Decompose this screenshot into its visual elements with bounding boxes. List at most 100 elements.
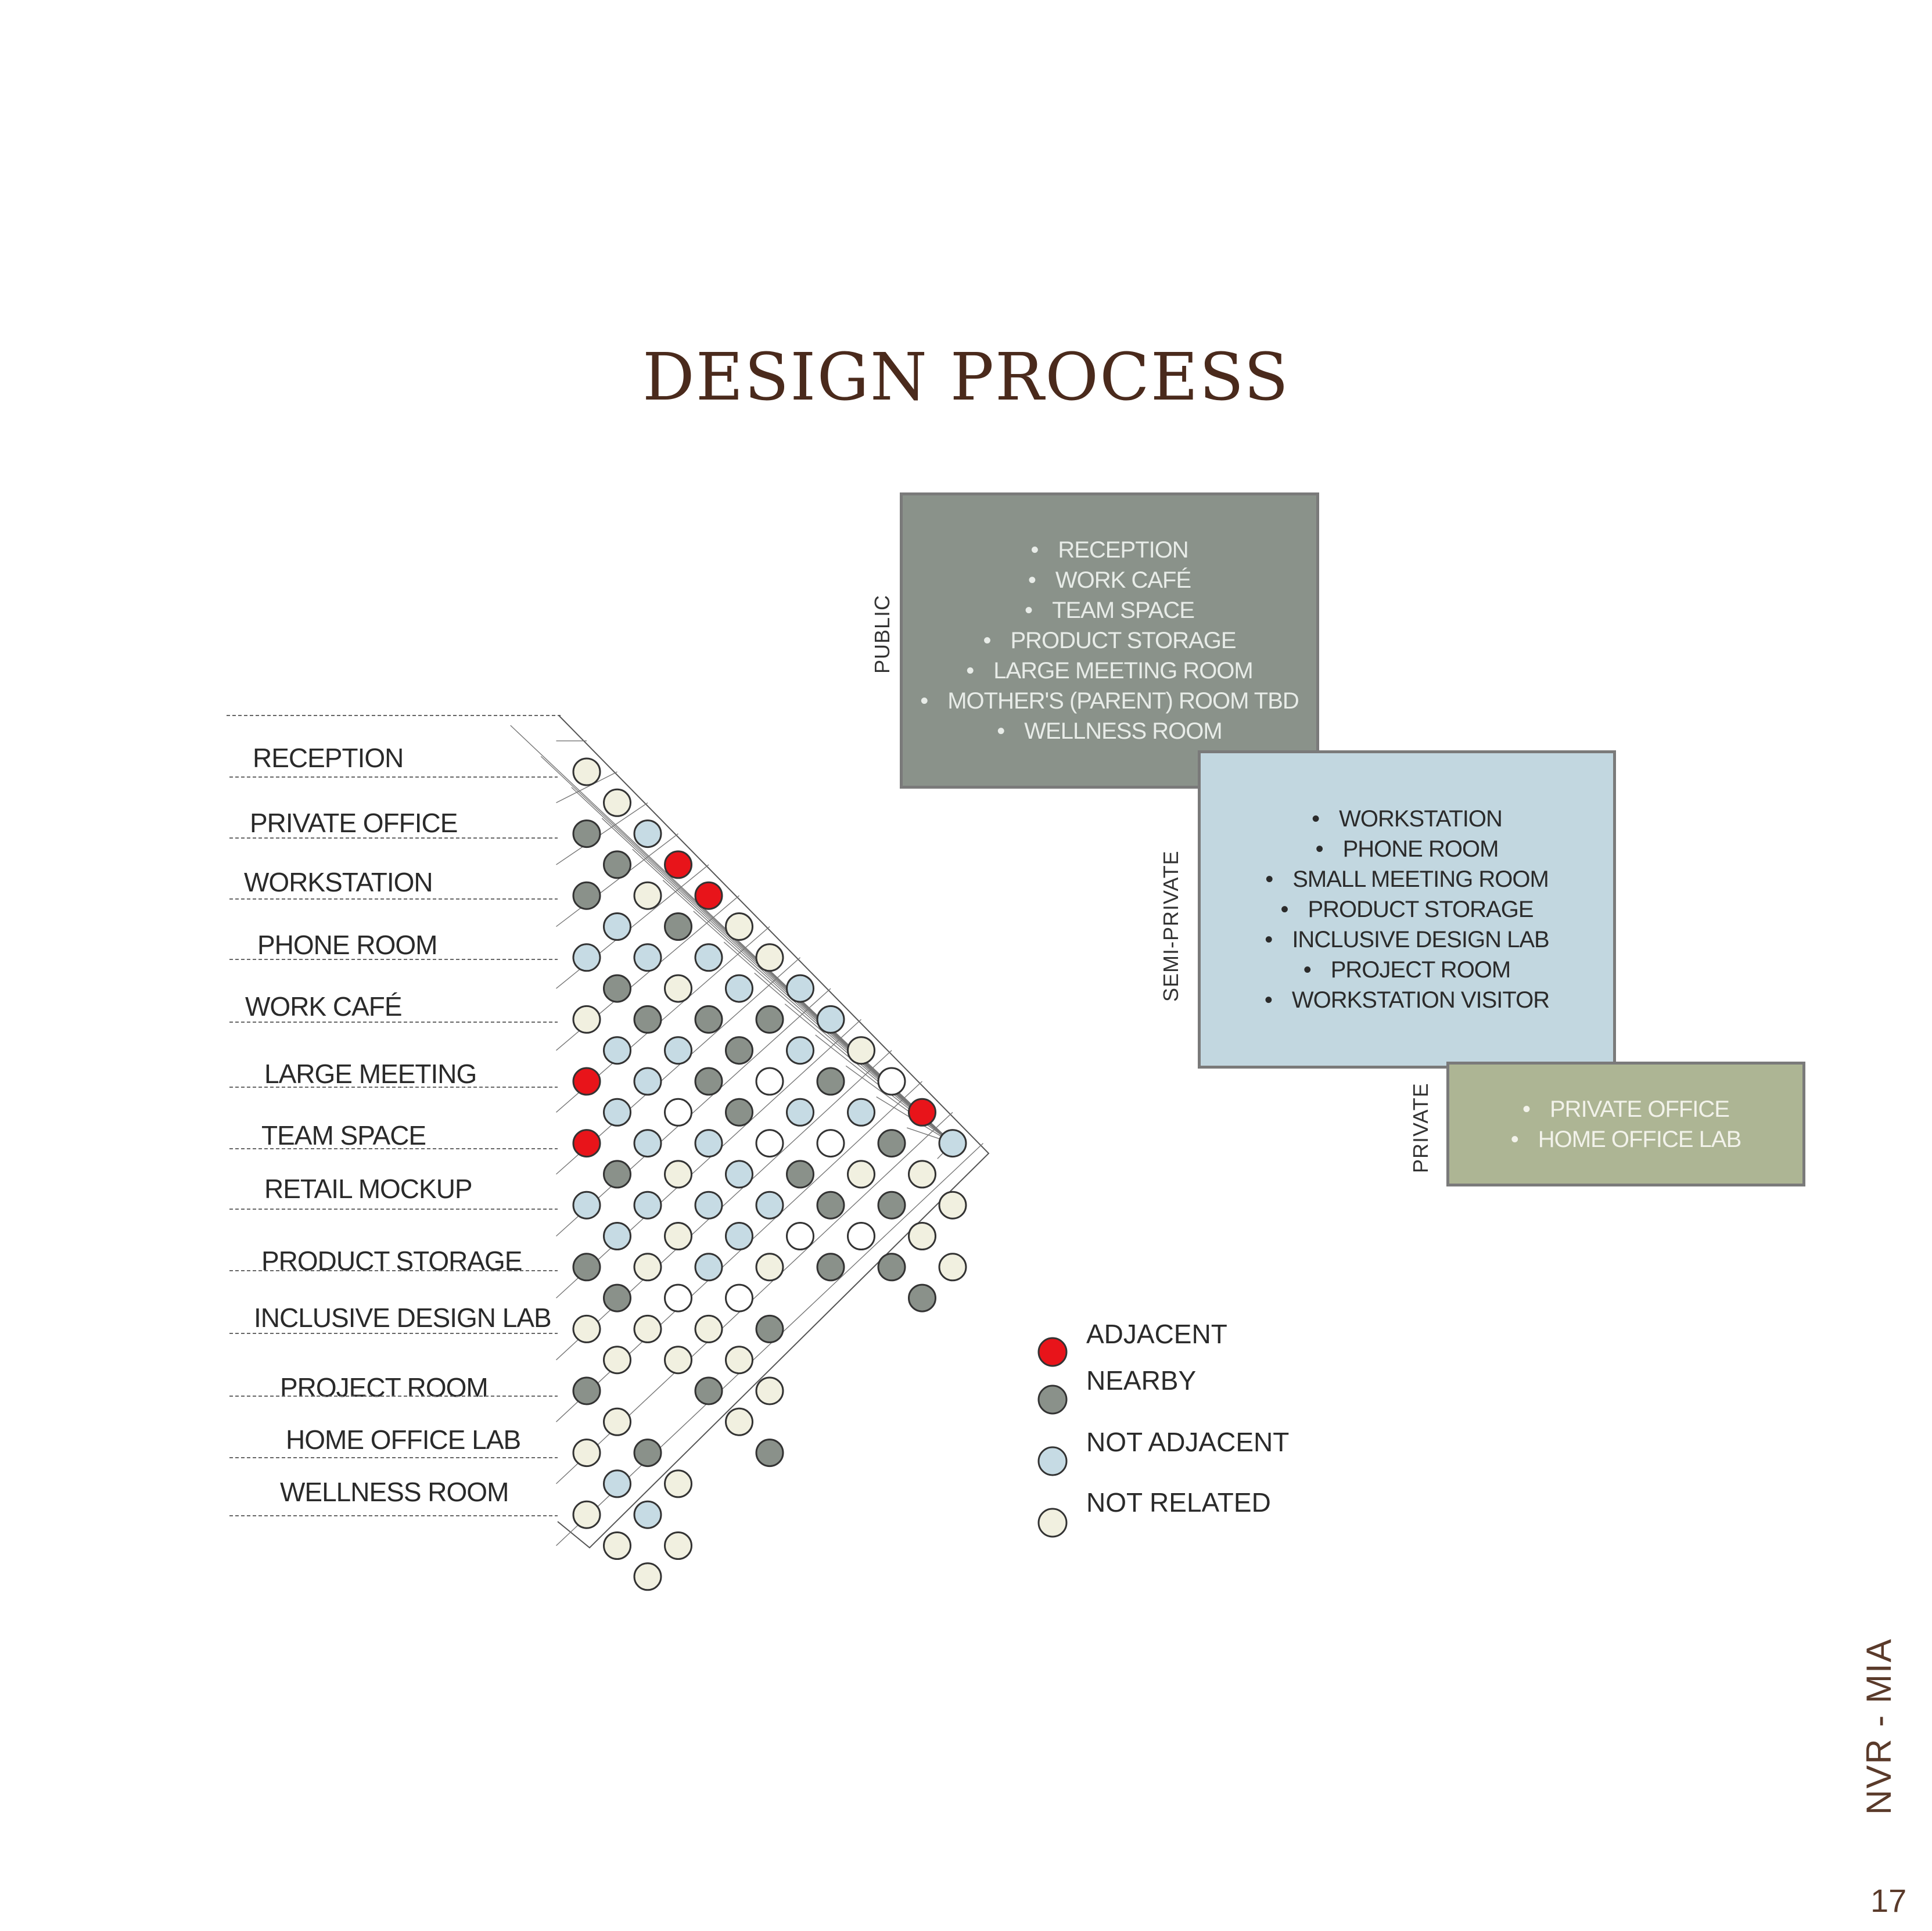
- row-label-phone-room: PHONE ROOM: [257, 930, 437, 960]
- relation-dot: [877, 1253, 906, 1282]
- relation-dot: [633, 1005, 662, 1034]
- row-label-inclusive-design-lab: INCLUSIVE DESIGN LAB: [254, 1303, 552, 1333]
- relation-dot: [694, 1129, 723, 1158]
- relation-dot: [786, 974, 814, 1003]
- legend-swatch-nearby: [1037, 1385, 1068, 1415]
- relation-dot: [877, 1191, 906, 1220]
- relation-dot: [877, 1129, 906, 1158]
- row-label-private-office: PRIVATE OFFICE: [250, 808, 458, 838]
- list-item: PRIVATE OFFICE: [1511, 1094, 1741, 1124]
- grid-line: [662, 880, 953, 1144]
- relation-dot: [847, 1222, 875, 1250]
- list-item: PROJECT ROOM: [1265, 955, 1549, 985]
- page-number: 17: [1870, 1882, 1907, 1919]
- relation-dot: [938, 1129, 967, 1158]
- semi-private-zone-box: WORKSTATION PHONE ROOM SMALL MEETING ROO…: [1198, 750, 1616, 1069]
- matrix-outline: [557, 715, 990, 1549]
- relation-dot: [572, 1314, 601, 1343]
- list-item: LARGE MEETING ROOM: [920, 656, 1299, 686]
- relation-dot: [664, 1222, 692, 1250]
- grid-line: [556, 771, 617, 803]
- relation-dot: [877, 1067, 906, 1096]
- list-item: INCLUSIVE DESIGN LAB: [1265, 925, 1549, 955]
- relation-dot: [908, 1160, 936, 1189]
- relation-dot: [938, 1191, 967, 1220]
- list-item: RECEPTION: [920, 535, 1299, 565]
- relation-dot: [664, 1346, 692, 1375]
- relation-dot: [755, 1439, 784, 1468]
- relation-dot: [786, 1222, 814, 1250]
- relation-dot: [572, 1500, 601, 1529]
- relation-dot: [725, 1346, 753, 1375]
- relation-dot: [694, 943, 723, 972]
- relation-dot: [572, 819, 601, 848]
- relation-dot: [725, 1222, 753, 1250]
- relation-dot: [816, 1005, 845, 1034]
- relation-dot: [572, 881, 601, 910]
- legend-label-adjacent: ADJACENT: [1086, 1319, 1227, 1349]
- list-item: HOME OFFICE LAB: [1511, 1124, 1741, 1155]
- legend-swatch-adjacent: [1037, 1337, 1068, 1367]
- relation-dot: [786, 1160, 814, 1189]
- relation-dot: [664, 1036, 692, 1065]
- relation-dot: [755, 1253, 784, 1282]
- relation-dot: [694, 1191, 723, 1220]
- page-title: DESIGN PROCESS: [642, 340, 1290, 415]
- grid-line: [556, 833, 678, 927]
- list-item: PRODUCT STORAGE: [920, 625, 1299, 656]
- relation-dot: [664, 1098, 692, 1127]
- list-item: PRODUCT STORAGE: [1265, 894, 1549, 925]
- list-item: WELLNESS ROOM: [920, 716, 1299, 746]
- relation-dot: [725, 1283, 753, 1312]
- row-label-product-storage: PRODUCT STORAGE: [261, 1246, 522, 1276]
- relation-dot: [633, 1314, 662, 1343]
- relation-dot: [847, 1098, 875, 1127]
- legend-label-not-adjacent: NOT ADJACENT: [1086, 1427, 1290, 1457]
- relation-dot: [847, 1160, 875, 1189]
- grid-line: [845, 1065, 953, 1144]
- brand-mark: NVR - MIA: [1859, 1638, 1898, 1815]
- relation-dot: [664, 1283, 692, 1312]
- legend-swatch-not-related: [1037, 1508, 1068, 1538]
- row-label-wellness-room: WELLNESS ROOM: [280, 1477, 509, 1507]
- relation-dot: [755, 1191, 784, 1220]
- relation-dot: [603, 1407, 631, 1436]
- relation-dot: [664, 974, 692, 1003]
- relation-dot: [908, 1283, 936, 1312]
- relation-dot: [908, 1222, 936, 1250]
- legend-swatch-not-adjacent: [1037, 1446, 1068, 1476]
- public-zone-list: RECEPTION WORK CAFÉ TEAM SPACE PRODUCT S…: [920, 535, 1299, 746]
- relation-dot: [633, 1500, 662, 1529]
- relation-dot: [633, 1191, 662, 1220]
- relation-dot: [847, 1036, 875, 1065]
- legend-label-not-related: NOT RELATED: [1086, 1487, 1271, 1518]
- relation-dot: [572, 1129, 601, 1158]
- list-item: MOTHER'S (PARENT) ROOM TBD: [920, 686, 1299, 716]
- relation-dot: [633, 943, 662, 972]
- grid-line: [556, 802, 648, 865]
- relation-dot: [816, 1253, 845, 1282]
- relation-dot: [572, 943, 601, 972]
- relation-dot: [603, 788, 631, 817]
- list-item: WORKSTATION: [1265, 804, 1549, 834]
- semi-private-zone-list: WORKSTATION PHONE ROOM SMALL MEETING ROO…: [1265, 804, 1550, 1015]
- relation-dot: [603, 912, 631, 941]
- relation-dot: [603, 1346, 631, 1375]
- relation-dot: [694, 1376, 723, 1405]
- row-label-reception: RECEPTION: [253, 743, 404, 773]
- relation-dot: [603, 1160, 631, 1189]
- relation-dot: [572, 1253, 601, 1282]
- relation-dot: [572, 757, 601, 786]
- private-zone-box: PRIVATE OFFICE HOME OFFICE LAB: [1446, 1062, 1805, 1186]
- relation-dot: [755, 1067, 784, 1096]
- row-label-workstation: WORKSTATION: [244, 867, 433, 897]
- relation-dot: [725, 1036, 753, 1065]
- relation-dot: [725, 974, 753, 1003]
- relation-dot: [633, 819, 662, 848]
- relation-dot: [755, 1129, 784, 1158]
- list-item: SMALL MEETING ROOM: [1265, 864, 1549, 894]
- relation-dot: [603, 1222, 631, 1250]
- relation-dot: [603, 1469, 631, 1498]
- list-item: WORK CAFÉ: [920, 565, 1299, 595]
- relation-dot: [633, 1067, 662, 1096]
